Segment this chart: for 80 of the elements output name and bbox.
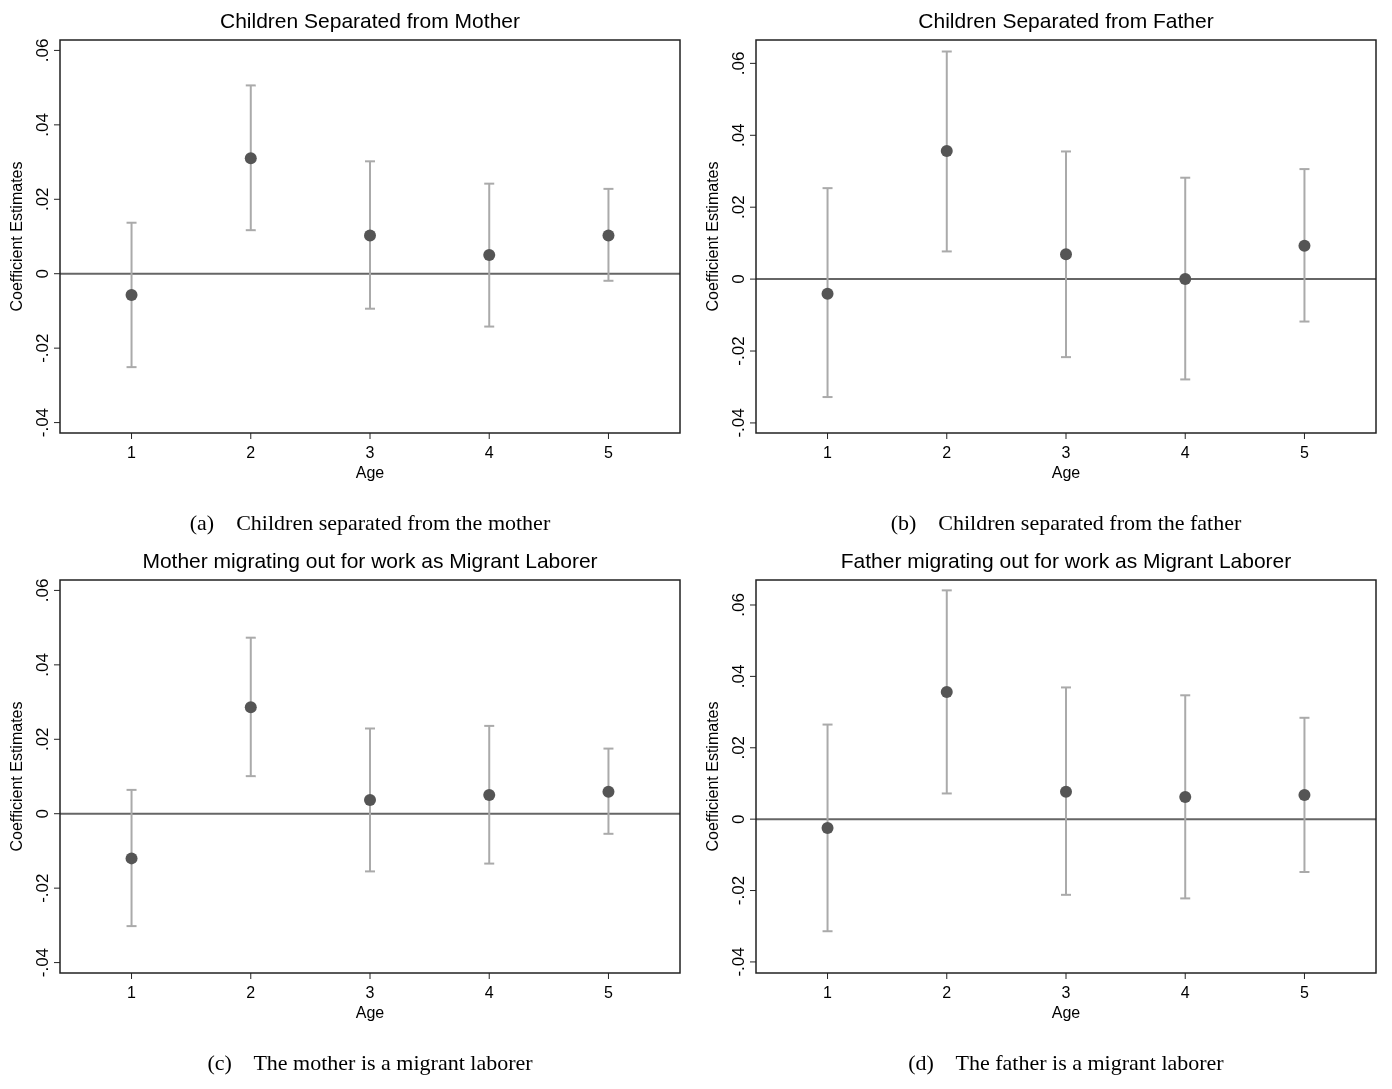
x-tick-label: 1: [823, 984, 833, 1001]
x-tick-label: 2: [942, 984, 952, 1001]
point: [602, 785, 615, 798]
y-tick-label: -.04: [729, 947, 748, 977]
x-tick-label: 2: [246, 444, 256, 461]
y-axis-title: Coefficient Estimates: [8, 161, 25, 312]
y-tick-label: 0: [33, 268, 52, 279]
y-tick-label: .04: [729, 123, 748, 148]
y-tick-label: .02: [33, 187, 52, 212]
text: (c) The mother is a migrant laborer: [207, 1050, 534, 1075]
x-axis-title: Age: [1051, 1004, 1081, 1021]
y-tick-label: .02: [729, 195, 748, 220]
point: [1179, 791, 1192, 804]
point: [125, 852, 138, 865]
point: [364, 793, 376, 806]
y-tick-label: .06: [33, 578, 52, 603]
point: [940, 145, 953, 158]
y-tick-label: .06: [33, 38, 52, 63]
point: [1060, 785, 1072, 798]
point: [1060, 248, 1072, 261]
chart-title: Mother migrating out for work as Migrant Laborer: [142, 549, 598, 572]
y-tick-label: .06: [729, 51, 748, 76]
point: [1298, 239, 1311, 252]
y-tick-label: .04: [729, 664, 748, 689]
x-tick-label: 3: [365, 444, 375, 461]
y-axis-title: Coefficient Estimates: [8, 701, 25, 852]
chart-title: Children Separated from Mother: [220, 9, 520, 32]
point: [1298, 788, 1311, 801]
y-tick-label: .02: [729, 735, 748, 760]
chart-title: Children Separated from Father: [918, 9, 1214, 32]
y-axis-title: Coefficient Estimates: [704, 161, 721, 312]
x-tick-label: 5: [1300, 984, 1310, 1001]
x-tick-label: 3: [1061, 984, 1071, 1001]
y-tick-label: .02: [33, 727, 52, 752]
x-tick-label: 1: [127, 984, 137, 1001]
point: [483, 789, 496, 802]
point: [364, 229, 376, 242]
x-tick-label: 1: [823, 444, 833, 461]
point: [244, 701, 257, 714]
chart-title: Father migrating out for work as Migrant Laborer: [840, 549, 1292, 572]
y-tick-label: 0: [729, 274, 748, 284]
y-tick-label: .04: [33, 113, 52, 137]
x-tick-label: 2: [246, 984, 256, 1001]
y-tick-label: -.04: [33, 947, 52, 978]
x-tick-label: 4: [1180, 444, 1190, 461]
x-tick-label: 4: [1180, 984, 1190, 1001]
x-tick-label: 3: [365, 984, 375, 1001]
x-tick-label: 3: [1061, 444, 1071, 461]
y-tick-label: -.04: [729, 408, 748, 438]
y-tick-label: 0: [729, 814, 748, 824]
x-tick-label: 2: [942, 444, 952, 461]
y-tick-label: -.02: [729, 875, 748, 906]
y-axis-title: Coefficient Estimates: [704, 701, 721, 852]
x-tick-label: 4: [484, 444, 494, 461]
point: [244, 152, 257, 165]
x-tick-label: 5: [604, 984, 614, 1001]
point: [602, 229, 615, 242]
x-axis-title: Age: [355, 464, 385, 481]
y-tick-label: -.02: [33, 873, 52, 903]
point: [821, 287, 834, 300]
y-tick-label: 0: [33, 808, 52, 819]
point: [1179, 273, 1192, 286]
text: (a) Children separated from the mother: [189, 510, 551, 535]
y-tick-label: .06: [729, 593, 748, 617]
y-tick-label: .04: [33, 653, 52, 677]
point: [125, 288, 138, 301]
text: (d) The father is a migrant laborer: [908, 1050, 1225, 1075]
x-tick-label: 1: [127, 444, 137, 461]
y-tick-label: -.02: [33, 333, 52, 363]
y-tick-label: -.02: [729, 336, 748, 366]
y-tick-label: -.04: [33, 407, 52, 438]
point: [821, 822, 834, 835]
text: (b) Children separated from the father: [890, 510, 1242, 535]
point: [940, 686, 953, 699]
x-tick-label: 4: [484, 984, 494, 1001]
x-axis-title: Age: [355, 1004, 385, 1021]
x-tick-label: 5: [604, 444, 614, 461]
x-axis-title: Age: [1051, 464, 1081, 481]
x-tick-label: 5: [1300, 444, 1310, 461]
point: [483, 249, 496, 262]
